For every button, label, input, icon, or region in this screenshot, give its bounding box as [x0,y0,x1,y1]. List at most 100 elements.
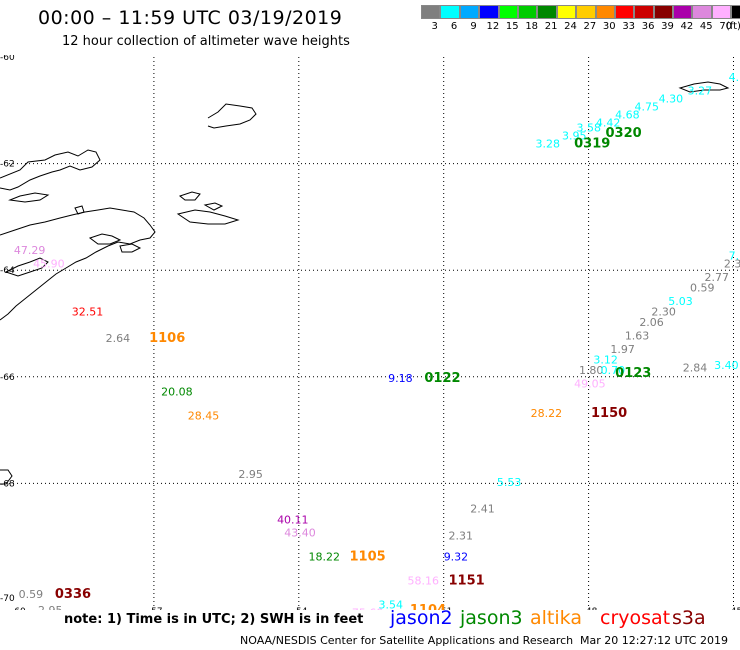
legend-swatch [537,5,557,19]
legend-label: 42 [680,21,694,32]
legend-swatch [653,5,674,19]
legend-swatch [576,5,596,19]
wave-height-value: 2.95 [38,604,63,610]
legend-label: 33 [622,21,636,32]
generation-timestamp: Mar 20 12:27:12 UTC 2019 [580,634,728,647]
pass-time-label: 1150 [591,406,627,421]
wave-height-value: 2.77 [705,271,730,284]
legend-swatch [440,5,460,19]
wave-height-readings: 4.3.274.304.754.684.423.583.953.2847.294… [14,71,740,610]
wave-height-value: 20.08 [161,385,193,398]
wave-height-value: 58.16 [407,575,439,588]
wave-height-value: 28.22 [531,407,563,420]
legend-label: 15 [505,21,519,32]
wave-height-value: 0.59 [19,588,44,601]
wave-height-value: 2.30 [651,306,676,319]
page-subtitle: 12 hour collection of altimeter wave hei… [62,34,350,49]
wave-height-value: 2.38 [724,258,740,271]
legend-label: 24 [564,21,577,32]
legend-label: 18 [525,21,539,32]
pass-time-label: 0123 [615,366,651,381]
pass-time-label: 0319 [574,137,610,152]
wave-height-value: 4.30 [659,92,684,105]
legend-swatch [692,5,712,19]
legend-swatch [517,5,538,19]
wave-height-value: 3.27 [688,84,713,97]
satellite-altika: altika [530,607,582,629]
wave-height-value: 5.53 [497,476,521,489]
legend-labels: 3 6 9 12 15 18 21 24 27 30 33 36 39 42 45 70 (ft) [421,19,740,33]
lon-tick-label: -60 [11,607,26,610]
lat-tick-label: -68 [0,479,15,489]
legend-swatch [479,5,499,19]
legend-swatch [459,5,480,19]
legend-label: 9 [470,21,477,32]
wave-height-value: 49.05 [574,377,606,390]
wave-height-value: 3.95 [562,130,587,143]
wave-height-value: 7. [729,250,740,263]
legend-swatch [498,5,518,19]
axis-labels: -60 -57 -54 -51 -48 -45 -60 -62 -64 -66 -68 -70 [0,55,740,610]
lat-tick-label: -70 [0,594,15,604]
lat-tick-label: -62 [0,160,15,170]
wave-height-value: 75.69 [352,607,384,610]
wave-height-value: 1.80 [579,364,604,377]
satellite-cryosat: cryosat [600,607,671,629]
wave-height-value: 3.28 [535,138,560,151]
pass-time-label: 1151 [449,574,485,589]
wave-height-value: 2.41 [470,503,495,516]
wave-height-value: 43.40 [284,527,316,540]
wave-height-value: 4.42 [596,116,621,129]
legend-label: 45 [699,21,713,32]
legend-label: 12 [486,21,500,32]
footer-note: note: 1) Time is in UTC; 2) SWH is in fe… [64,612,364,627]
satellite-jason3: jason3 [460,607,523,629]
page-title: 00:00 – 11:59 UTC 03/19/2019 [38,7,343,29]
lat-tick-label: -66 [0,373,15,383]
wave-height-value: 2.84 [683,361,708,374]
legend-label: 70 [719,21,733,32]
legend-swatch [711,5,732,19]
legend-label: 3 [431,21,438,32]
lon-tick-label: -48 [583,607,598,610]
wave-height-value: 4. [729,71,740,84]
pass-time-label: 0336 [55,587,91,602]
legend-swatch [421,5,441,19]
wave-height-value: 18.22 [308,551,340,564]
wave-height-value: 3.58 [577,122,602,135]
pass-time-label: 0122 [424,371,460,386]
wave-height-value: 40.11 [277,513,309,526]
legend-swatches [421,5,740,19]
legend-swatch [556,5,577,19]
wave-height-value: 5.03 [668,295,693,308]
lon-tick-label: -57 [148,607,163,610]
lon-tick-label: -51 [438,607,453,610]
wave-height-value: 47.29 [14,244,46,257]
legend-label: 6 [450,21,458,32]
legend-swatch [731,5,740,19]
wave-height-value: 2.95 [238,468,262,481]
wave-height-value: 3.12 [593,353,618,366]
pass-time-label: 1104 [410,603,446,610]
lon-tick-label: -54 [293,607,308,610]
lat-tick-label: -64 [0,266,15,276]
wave-height-value: 1.63 [625,329,650,342]
wave-height-value: 45.90 [33,258,65,271]
wave-height-value: 2.64 [106,332,131,345]
wave-height-value: 28.45 [188,409,220,422]
wave-height-value: 1.97 [610,343,635,356]
lat-tick-label: -60 [0,55,15,63]
satellite-jason2: jason2 [390,607,453,629]
legend-swatch [614,5,635,19]
wave-height-value: 4.75 [634,100,659,113]
legend-swatch [634,5,654,19]
wave-height-value: 3.40 [714,359,739,372]
color-legend: 3 6 9 12 15 18 21 24 27 30 33 36 39 42 45 70 (ft) [421,5,740,33]
wave-height-value: 0.70 [601,364,626,377]
coastline [0,81,730,485]
satellite-s3a: s3a [672,607,706,629]
pass-time-label: 0320 [606,126,642,141]
wave-height-value: 0.59 [690,282,715,295]
wave-height-value: 9.18 [388,372,413,385]
wave-height-value: 32.51 [72,306,104,319]
